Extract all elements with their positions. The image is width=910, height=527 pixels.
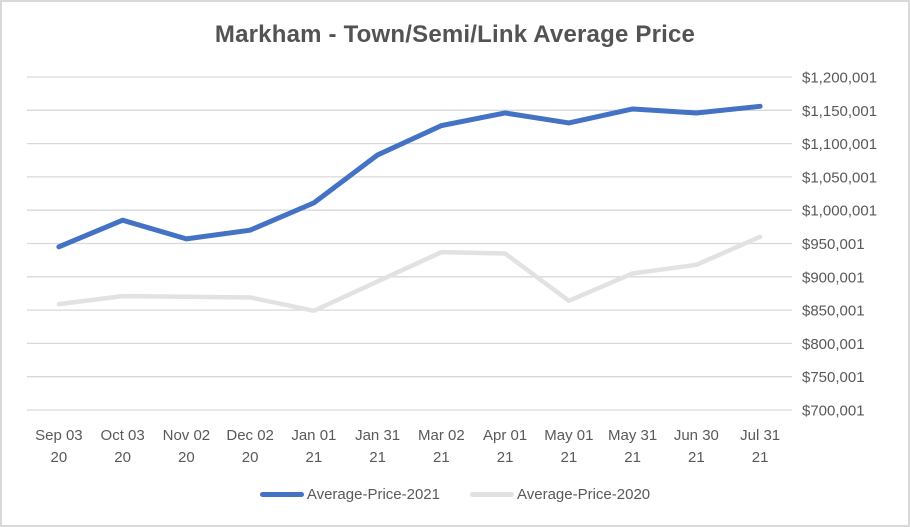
x-axis-tick-label-date: Dec 02 — [226, 427, 274, 444]
x-axis-tick-label-date: Jan 31 — [355, 427, 400, 444]
x-axis-tick-label-date: Mar 02 — [418, 427, 465, 444]
x-axis-tick-label-year: 21 — [369, 449, 386, 466]
x-axis-tick-label-date: Sep 03 — [35, 427, 83, 444]
series-line-average-price-2020 — [56, 234, 763, 314]
y-axis-tick-label: $1,050,001 — [802, 169, 877, 186]
gridlines — [27, 76, 792, 411]
x-axis-tick-label-year: 21 — [752, 449, 769, 466]
x-axis-tick-label-year: 21 — [624, 449, 641, 466]
x-axis-tick-label-year: 21 — [497, 449, 514, 466]
x-axis-tick-label-date: May 31 — [608, 427, 657, 444]
chart-title: Markham - Town/Semi/Link Average Price — [214, 21, 696, 48]
x-axis-labels: Sep 03 20 Oct 03 20 Nov 02 20 Dec 02 20 Jan 01 21… — [35, 427, 780, 466]
series-line-average-price-2021 — [56, 103, 763, 250]
y-axis-tick-label: $950,001 — [802, 236, 865, 253]
y-axis-tick-label: $700,001 — [802, 403, 865, 420]
x-axis-tick-label-year: 21 — [306, 449, 323, 466]
x-axis-tick-label-date: Oct 03 — [101, 427, 145, 444]
y-axis-tick-label: $1,100,001 — [802, 136, 877, 153]
x-axis-tick-label-year: 20 — [178, 449, 195, 466]
x-axis-tick-label-date: Jan 01 — [291, 427, 336, 444]
legend-item-average-price-2020: Average-Price-2020 — [470, 486, 650, 503]
x-axis-tick-label-date: Jun 30 — [674, 427, 719, 444]
legend-marker-2020-line — [470, 492, 514, 497]
x-axis-tick-label-date: Jul 31 — [740, 427, 780, 444]
y-axis-tick-label: $900,001 — [802, 269, 865, 286]
x-axis-tick-label-year: 21 — [561, 449, 578, 466]
x-axis-tick-label-date: Apr 01 — [483, 427, 527, 444]
y-axis-tick-label: $850,001 — [802, 303, 865, 320]
x-axis-tick-label-date: May 01 — [544, 427, 593, 444]
x-axis-tick-label-date: Nov 02 — [163, 427, 211, 444]
y-axis-tick-label: $800,001 — [802, 336, 865, 353]
legend-marker-2021-line — [259, 492, 304, 497]
y-axis-tick-label: $750,001 — [802, 369, 865, 386]
x-axis-tick-label-year: 20 — [51, 449, 68, 466]
legend-label-2020: Average-Price-2020 — [517, 486, 651, 503]
y-axis-tick-label: $1,150,001 — [802, 103, 877, 120]
legend: Average-Price-2021 Average-Price-2020 — [2, 486, 908, 503]
x-axis-tick-label-year: 20 — [114, 449, 131, 466]
x-axis-tick-label-year: 21 — [433, 449, 450, 466]
y-axis-labels: $1,200,001 $1,150,001 $1,100,001 $1,050,001… — [802, 70, 877, 420]
x-axis-tick-label-year: 20 — [242, 449, 259, 466]
y-axis-tick-label: $1,000,001 — [802, 203, 877, 220]
legend-label-2021: Average-Price-2021 — [306, 486, 440, 503]
x-axis-tick-label-year: 21 — [688, 449, 705, 466]
legend-item-average-price-2021: Average-Price-2021 — [259, 486, 440, 503]
y-axis-tick-label: $1,200,001 — [802, 70, 877, 87]
